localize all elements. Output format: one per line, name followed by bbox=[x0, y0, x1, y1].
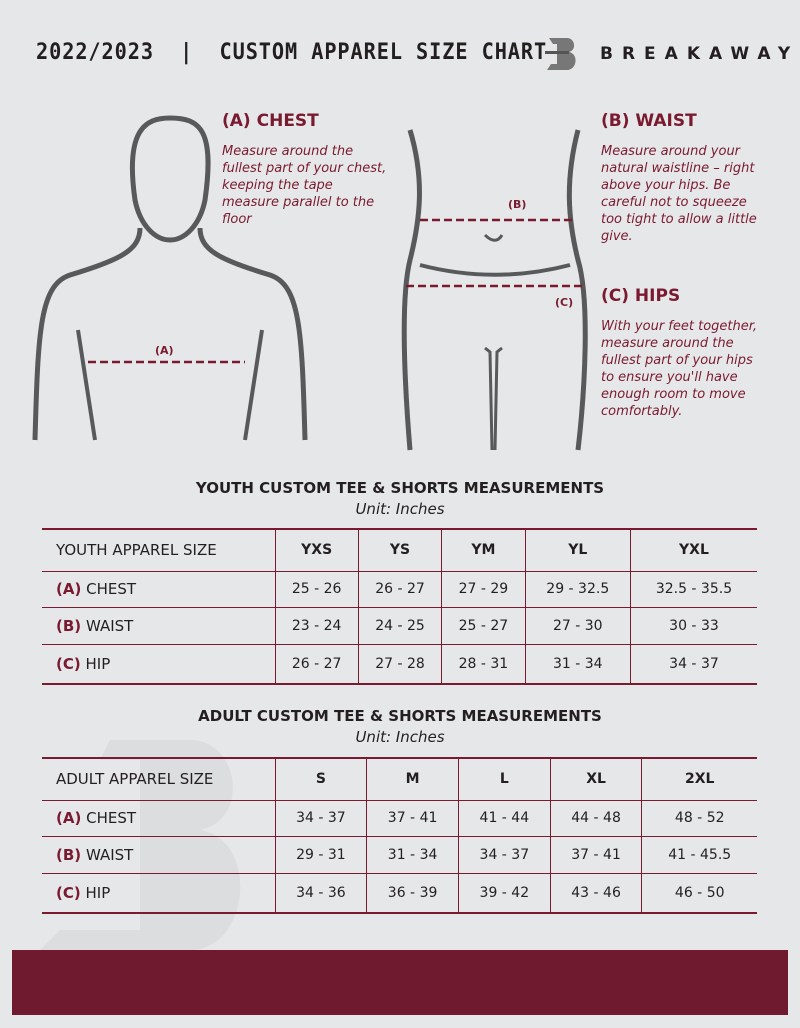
table-row: (A) CHEST 25 - 26 26 - 27 27 - 29 29 - 32.5 3… bbox=[42, 570, 757, 608]
measurement-name: WAIST bbox=[85, 616, 134, 635]
measurement-value: 25 - 26 bbox=[274, 570, 359, 608]
waist-heading: (B) WAIST bbox=[601, 111, 697, 131]
waist-description: Measure around your natural waistline – … bbox=[601, 144, 757, 244]
marker-c: (C) bbox=[555, 296, 574, 309]
measurement-value: 29 - 32.5 bbox=[524, 570, 631, 608]
measurement-value: 32.5 - 35.5 bbox=[629, 570, 757, 608]
table-header-row: ADULT APPAREL SIZE S M L XL 2XL bbox=[42, 757, 757, 801]
footer-bar bbox=[12, 950, 788, 1015]
measurement-name: CHEST bbox=[86, 580, 137, 598]
measurement-value: 41 - 44 bbox=[457, 799, 551, 837]
measurement-label: (A) CHEST bbox=[42, 570, 276, 608]
measurement-name: CHEST bbox=[86, 809, 137, 827]
measurement-value: 24 - 25 bbox=[357, 606, 443, 645]
measurement-label: (C) HIP bbox=[42, 872, 276, 914]
size-label: YOUTH APPAREL SIZE bbox=[42, 528, 276, 572]
measurement-letter: (C) bbox=[56, 654, 81, 673]
head-outline bbox=[129, 115, 211, 243]
measurement-letter: (B) bbox=[56, 845, 82, 864]
measurement-value: 46 - 50 bbox=[641, 872, 757, 914]
size-header: YXS bbox=[274, 528, 359, 572]
torso-outline bbox=[401, 129, 588, 451]
measurement-name: WAIST bbox=[85, 845, 134, 864]
measurement-value: 43 - 46 bbox=[549, 872, 643, 914]
measurement-value: 31 - 34 bbox=[366, 835, 459, 874]
measurement-value: 28 - 31 bbox=[441, 643, 526, 685]
brand-name: BREAKAWAY bbox=[600, 44, 800, 64]
size-header: XL bbox=[549, 757, 643, 801]
body-diagram bbox=[32, 115, 588, 451]
measurement-letter: (C) bbox=[56, 883, 81, 902]
youth-size-table: YOUTH APPAREL SIZE YXS YS YM YL YXL (A) CHEST 2… bbox=[42, 528, 757, 685]
measurement-value: 27 - 28 bbox=[357, 643, 443, 685]
measurement-letter: (B) bbox=[56, 616, 82, 635]
marker-a: (A) bbox=[155, 344, 174, 357]
measurement-value: 27 - 30 bbox=[524, 606, 631, 645]
measurement-value: 37 - 41 bbox=[366, 799, 459, 837]
table-header-row: YOUTH APPAREL SIZE YXS YS YM YL YXL bbox=[42, 528, 757, 572]
table-row: (B) WAIST 23 - 24 24 - 25 25 - 27 27 - 30 30 … bbox=[42, 606, 757, 645]
measurement-label: (B) WAIST bbox=[42, 835, 276, 874]
youth-section-title: YOUTH CUSTOM TEE & SHORTS MEASUREMENTS bbox=[195, 479, 605, 497]
table-row: (C) HIP 34 - 36 36 - 39 39 - 42 43 - 46 46 - … bbox=[42, 872, 757, 914]
measurement-label: (A) CHEST bbox=[42, 799, 276, 837]
measurement-value: 34 - 37 bbox=[274, 799, 368, 837]
measurement-label: (B) WAIST bbox=[42, 606, 276, 645]
measurement-label: (C) HIP bbox=[42, 643, 276, 685]
measurement-value: 34 - 37 bbox=[457, 835, 551, 874]
measurement-value: 23 - 24 bbox=[274, 606, 359, 645]
size-header: 2XL bbox=[641, 757, 757, 801]
chest-heading: (A) CHEST bbox=[222, 111, 319, 131]
measurement-value: 30 - 33 bbox=[629, 606, 757, 645]
size-header: YS bbox=[357, 528, 443, 572]
measurement-value: 26 - 27 bbox=[357, 570, 443, 608]
measurement-value: 34 - 36 bbox=[274, 872, 368, 914]
table-row: (C) HIP 26 - 27 27 - 28 28 - 31 31 - 34 34 - … bbox=[42, 643, 757, 685]
measurement-letter: (A) bbox=[56, 580, 82, 598]
adult-section-title: ADULT CUSTOM TEE & SHORTS MEASUREMENTS bbox=[198, 707, 602, 725]
measurement-name: HIP bbox=[85, 883, 111, 902]
measurement-value: 31 - 34 bbox=[524, 643, 631, 685]
measurement-value: 41 - 45.5 bbox=[641, 835, 757, 874]
size-header: L bbox=[457, 757, 551, 801]
page-title: 2022/2023 | CUSTOM APPAREL SIZE CHART bbox=[36, 40, 548, 65]
size-header: M bbox=[366, 757, 459, 801]
measurement-value: 36 - 39 bbox=[366, 872, 459, 914]
size-header: YL bbox=[524, 528, 631, 572]
measurement-letter: (A) bbox=[56, 809, 82, 827]
table-row: (A) CHEST 34 - 37 37 - 41 41 - 44 44 - 48 48 … bbox=[42, 799, 757, 837]
adult-size-table: ADULT APPAREL SIZE S M L XL 2XL (A) CHEST 34 - … bbox=[42, 757, 757, 914]
adult-unit: Unit: Inches bbox=[355, 728, 445, 746]
measurement-value: 48 - 52 bbox=[641, 799, 757, 837]
measurement-name: HIP bbox=[85, 654, 111, 673]
chest-description: Measure around the fullest part of your … bbox=[222, 144, 387, 227]
measurement-value: 44 - 48 bbox=[549, 799, 643, 837]
measurement-value: 26 - 27 bbox=[274, 643, 359, 685]
measurement-value: 25 - 27 bbox=[441, 606, 526, 645]
measurement-value: 29 - 31 bbox=[274, 835, 368, 874]
size-header: S bbox=[274, 757, 368, 801]
table-row: (B) WAIST 29 - 31 31 - 34 34 - 37 37 - 41 41 … bbox=[42, 835, 757, 874]
youth-unit: Unit: Inches bbox=[355, 500, 445, 518]
shoulders-outline bbox=[32, 227, 308, 441]
measurement-value: 37 - 41 bbox=[549, 835, 643, 874]
marker-b: (B) bbox=[508, 198, 527, 211]
hips-heading: (C) HIPS bbox=[601, 286, 681, 306]
size-header: YXL bbox=[629, 528, 757, 572]
measurement-value: 34 - 37 bbox=[629, 643, 757, 685]
measurement-value: 27 - 29 bbox=[441, 570, 526, 608]
size-label: ADULT APPAREL SIZE bbox=[42, 757, 276, 801]
hips-description: With your feet together, measure around … bbox=[601, 319, 758, 419]
size-header: YM bbox=[441, 528, 526, 572]
measurement-value: 39 - 42 bbox=[457, 872, 551, 914]
breakaway-logo-icon bbox=[545, 38, 576, 70]
